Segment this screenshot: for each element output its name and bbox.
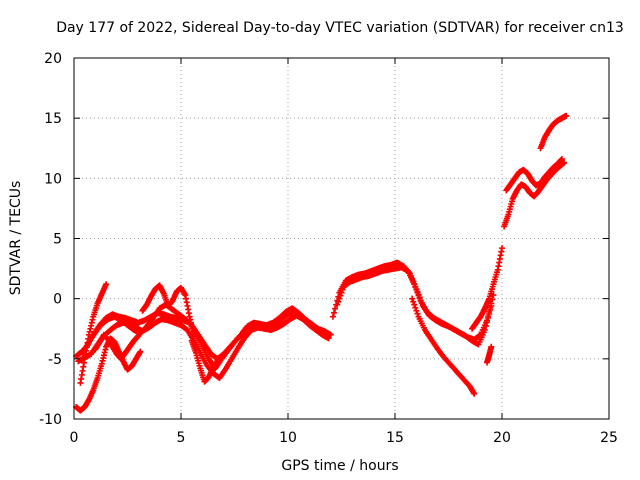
data-point <box>137 348 144 355</box>
data-point <box>415 292 422 299</box>
y-tick-label: 10 <box>44 171 62 187</box>
data-point <box>339 286 346 293</box>
series-arc-20-23-a <box>503 156 565 194</box>
x-tick-label: 20 <box>493 430 511 446</box>
data-point <box>481 326 488 333</box>
data-point <box>190 331 197 338</box>
series-arc-19-blip <box>484 343 495 366</box>
data-point <box>413 307 420 314</box>
data-point <box>222 348 229 355</box>
data-point <box>335 298 342 305</box>
x-tick-label: 10 <box>279 430 297 446</box>
data-point <box>337 292 344 299</box>
series-arc-hump-4 <box>139 282 197 338</box>
data-point <box>411 281 418 288</box>
data-point <box>327 331 334 338</box>
data-point <box>329 313 336 320</box>
data-point <box>336 295 343 302</box>
data-point <box>471 390 478 397</box>
series-arc-late-5-6 <box>188 337 229 385</box>
data-point <box>482 322 489 329</box>
series-arc-21-23-top <box>537 112 570 152</box>
data-points <box>73 112 570 414</box>
x-axis-ticks: 0 5 10 15 20 25 <box>70 58 618 446</box>
y-axis-ticks: -10 -5 0 5 10 15 20 <box>39 51 609 428</box>
data-point <box>484 318 491 325</box>
x-axis-label: GPS time / hours <box>281 458 398 474</box>
data-point <box>103 281 110 288</box>
y-tick-label: 20 <box>44 51 62 67</box>
data-point <box>409 295 416 302</box>
data-point <box>563 112 570 119</box>
data-point <box>410 298 417 305</box>
data-point <box>323 332 330 339</box>
data-point <box>413 286 420 293</box>
data-point <box>416 295 423 302</box>
series-arc-early-mid <box>92 331 142 362</box>
data-point <box>414 289 421 296</box>
data-point <box>338 289 345 296</box>
y-tick-label: -5 <box>48 352 62 368</box>
data-point <box>488 343 495 350</box>
data-point <box>486 310 493 317</box>
data-point <box>414 310 421 317</box>
y-tick-label: 5 <box>53 232 62 248</box>
y-tick-label: 0 <box>53 292 62 308</box>
data-point <box>487 306 494 313</box>
series-arc-19-20 <box>469 245 505 332</box>
series-arc-drop-16-18 <box>409 295 478 397</box>
data-point <box>334 301 341 308</box>
data-point <box>561 159 568 166</box>
series-arc-12-16-b <box>334 264 495 348</box>
y-tick-label: 15 <box>44 111 62 127</box>
data-point <box>411 301 418 308</box>
x-tick-label: 15 <box>386 430 404 446</box>
series-arc-early-up <box>77 281 110 386</box>
x-tick-label: 5 <box>177 430 186 446</box>
data-point <box>135 332 142 339</box>
series-arc-20-23-b <box>501 159 568 230</box>
x-tick-label: 25 <box>600 430 618 446</box>
y-axis-label: SDTVAR / TECUs <box>8 181 24 296</box>
x-tick-label: 0 <box>70 430 79 446</box>
chart-title: Day 177 of 2022, Sidereal Day-to-day VTE… <box>56 20 624 36</box>
grid <box>74 58 609 419</box>
data-point <box>412 304 419 311</box>
data-point <box>485 314 492 321</box>
data-point <box>332 305 339 312</box>
y-tick-label: -10 <box>39 412 62 428</box>
data-point <box>488 302 495 309</box>
data-point <box>331 309 338 316</box>
data-point <box>499 245 505 252</box>
data-point <box>412 284 419 291</box>
